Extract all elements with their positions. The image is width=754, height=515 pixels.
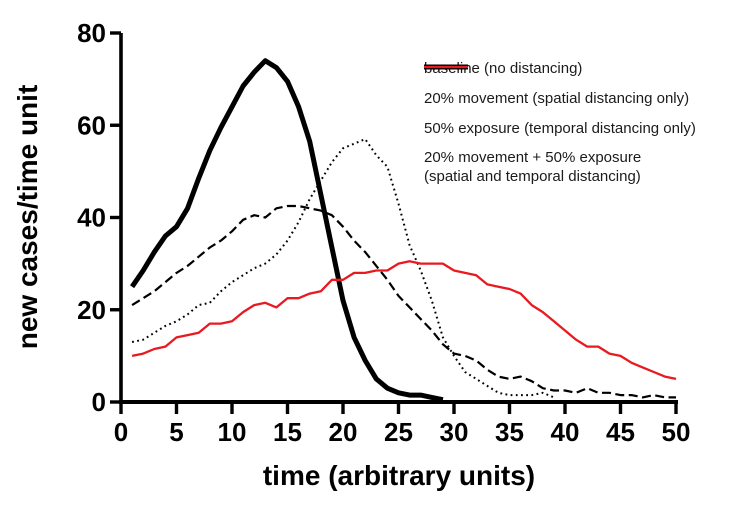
x-tick-label-5: 5 [169,417,183,447]
y-axis-title: new cases/time unit [12,84,43,350]
legend-label-0: baseline (no distancing) [424,60,583,77]
series-line-3 [131,260,677,381]
series-line-2 [131,138,555,399]
series-line-1 [131,204,676,399]
legend-label-2: 50% exposure (temporal distancing only) [424,119,696,137]
x-tick-label-20: 20 [329,417,358,447]
legend-label-3-line2: (spatial and temporal distancing) [424,168,641,185]
x-tick-label-10: 10 [218,417,247,447]
x-tick-label-45: 45 [606,417,635,447]
y-tick-label-80: 80 [77,18,106,48]
legend-item-3: 20% movement + 50% exposure (spatial and … [424,65,696,187]
legend: baseline (no distancing) 20% movement (sp… [424,60,696,187]
x-tick-label-35: 35 [495,417,524,447]
series-line-0 [130,58,444,403]
y-tick-label-40: 40 [77,203,106,233]
x-tick-label-15: 15 [273,417,302,447]
x-tick-label-30: 30 [440,417,469,447]
legend-label-3: 20% movement + 50% exposure (spatial and … [424,149,642,185]
legend-item-2: 50% exposure (temporal distancing only) [424,66,696,139]
x-tick-label-0: 0 [114,417,128,447]
x-tick-label-50: 50 [662,417,691,447]
legend-label-1: 20% movement (spatial distancing only) [424,89,690,107]
x-tick-label-25: 25 [384,417,413,447]
legend-solid-line-icon [424,65,468,69]
x-axis-title: time (arbitrary units) [262,460,536,491]
y-tick-label-20: 20 [77,295,106,325]
legend-item-1: 20% movement (spatial distancing only) [424,65,696,109]
x-tick-label-40: 40 [551,417,580,447]
y-tick-label-60: 60 [77,110,106,140]
y-tick-label-0: 0 [92,387,106,417]
